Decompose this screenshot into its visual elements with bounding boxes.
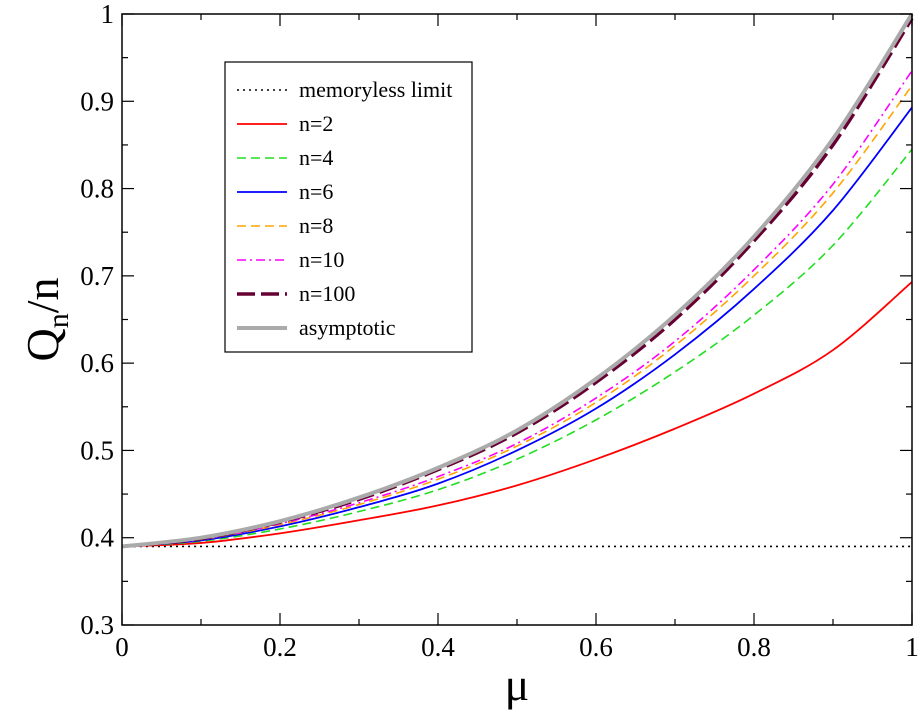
y-tick-label: 1	[101, 0, 115, 29]
ticks-layer: 0 0.2 0.4 0.6 0.8 1 0.3 0.4 0.5 0.6 0.7 0.8 0.9 1	[80, 0, 919, 662]
x-tick-label: 0.6	[579, 632, 613, 662]
x-tick-label: 0	[115, 632, 129, 662]
legend-entry-label: n=8	[299, 213, 333, 238]
series-line-4	[121, 85, 913, 548]
legend-entry-label: asymptotic	[299, 315, 396, 340]
y-axis-label-tail: /n	[17, 277, 68, 313]
y-axis-label-sub: n	[42, 313, 75, 328]
legend: memoryless limit n=2 n=4 n=6 n=8 n=10 n=100 asy…	[224, 61, 473, 353]
y-tick-label: 0.8	[80, 174, 114, 204]
y-tick-label: 0.3	[80, 610, 114, 640]
legend-entry-label: n=4	[299, 145, 333, 170]
y-tick-label: 0.5	[80, 435, 114, 465]
x-tick-label: 0.2	[263, 632, 297, 662]
series-line-2	[121, 148, 913, 548]
legend-entry-label: n=10	[299, 247, 344, 272]
legend-box	[224, 61, 473, 353]
y-tick-label: 0.4	[80, 523, 114, 553]
series-line-7	[121, 12, 914, 549]
legend-entry-label: n=100	[299, 281, 355, 306]
y-tick-label: 0.6	[80, 348, 114, 378]
legend-entry-label: n=2	[299, 111, 333, 136]
x-axis-label: μ	[505, 659, 530, 710]
x-tick-label: 1	[905, 632, 919, 662]
y-tick-label: 0.7	[80, 261, 114, 291]
legend-entry-label: memoryless limit	[299, 77, 452, 102]
x-tick-label: 0.8	[737, 632, 771, 662]
legend-entry-label: n=6	[299, 179, 333, 204]
y-tick-label: 0.9	[80, 86, 114, 116]
y-axis-label-main: Q	[17, 328, 68, 361]
x-tick-label: 0.4	[421, 632, 455, 662]
y-axis-label: Qn/n	[17, 277, 75, 361]
series-line-1	[121, 281, 913, 548]
series-layer	[121, 12, 914, 549]
series-line-3	[121, 106, 913, 548]
